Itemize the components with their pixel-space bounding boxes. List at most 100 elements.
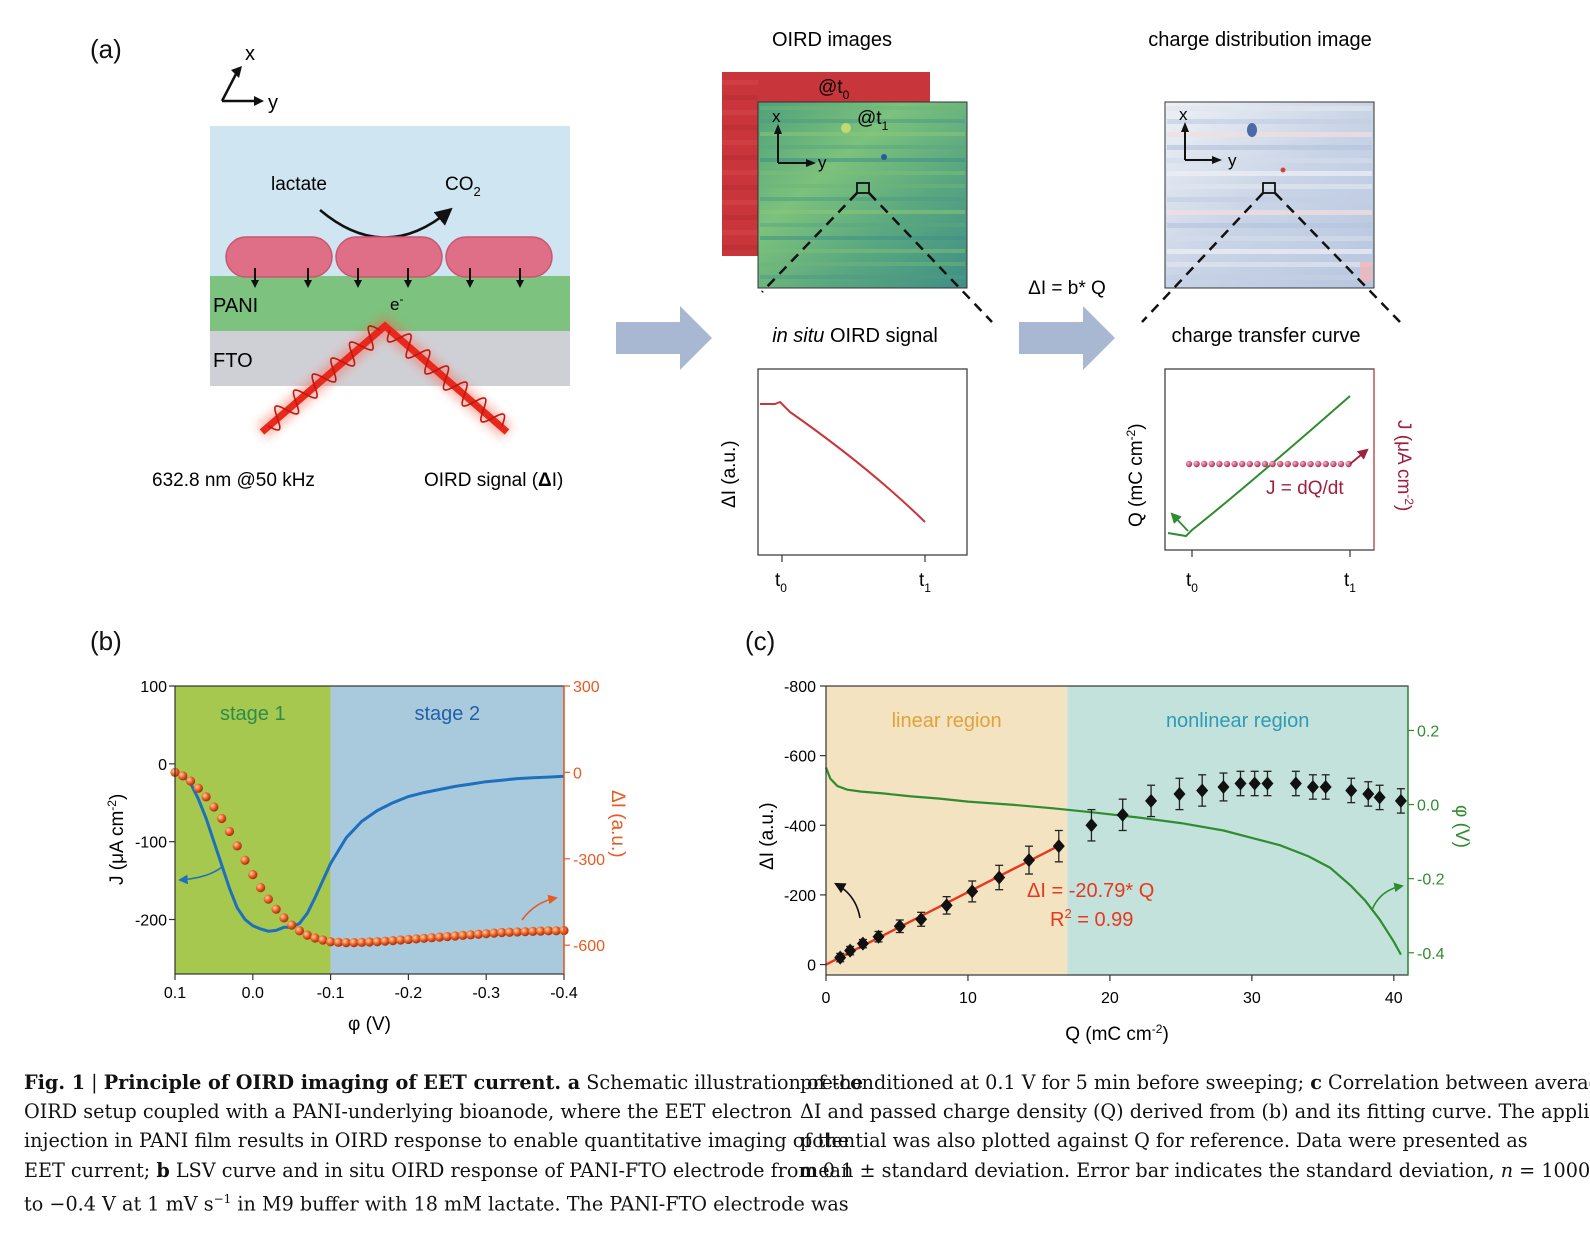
axis-x-label: x xyxy=(245,43,255,65)
caption-line: mean ± standard deviation. Error bar ind… xyxy=(800,1156,1590,1185)
caption-fragment: injection in PANI film results in OIRD r… xyxy=(24,1129,849,1153)
green-stripe-13 xyxy=(760,275,965,279)
chart-c-xlabel-sup: -2 xyxy=(1152,1022,1163,1036)
co2-label: CO2 xyxy=(445,174,481,199)
chart-c-ytick-label: -400 xyxy=(784,818,816,835)
chart-c-y2tick-label: -0.2 xyxy=(1417,872,1445,889)
series-di-point xyxy=(504,927,515,937)
series-di-point xyxy=(473,929,484,939)
charge-axis-x-label: x xyxy=(1179,105,1188,124)
fit-r2-text: R xyxy=(1050,909,1064,931)
ct-j-dot-14 xyxy=(1292,460,1299,468)
green-stripe-4 xyxy=(760,158,965,162)
series-di-point xyxy=(201,792,211,802)
data-point xyxy=(993,870,1006,885)
green-stripe-5 xyxy=(760,171,965,175)
ct-j-dot-10 xyxy=(1261,460,1269,468)
ct-plot-frame xyxy=(1164,368,1375,551)
series-di-point xyxy=(434,932,445,942)
red-stripe-3 xyxy=(722,125,758,130)
data-point xyxy=(1145,793,1158,808)
data-point xyxy=(1319,779,1332,794)
chart-c-xlabel-text: Q (mC cm xyxy=(1065,1024,1152,1045)
ct-ylabel-left-text: Q (mC cm xyxy=(1126,440,1147,527)
laser-beams xyxy=(256,315,513,439)
oird-image-t0-texture xyxy=(722,80,758,250)
red-stripe-11 xyxy=(722,245,758,250)
chart-c-ytick-label: -600 xyxy=(784,749,816,766)
green-stripe-1 xyxy=(760,119,965,123)
series-di-point xyxy=(497,927,507,938)
ct-j-dot-18 xyxy=(1322,460,1330,468)
electron-text: e xyxy=(390,295,399,314)
series-di-point xyxy=(442,931,452,942)
green-stripe-0 xyxy=(760,106,965,110)
chart-c-y2label: φ (V) xyxy=(1451,805,1472,848)
series-di-point xyxy=(427,933,437,943)
data-point xyxy=(1217,779,1230,794)
chart-c-y2tick-label: 0.2 xyxy=(1417,723,1439,740)
insitu-ylabel: ΔI (a.u.) xyxy=(719,440,740,508)
series-di-point xyxy=(380,936,390,946)
ct-j-dot-17 xyxy=(1315,460,1322,468)
blue-stripe-6 xyxy=(1167,184,1372,189)
nonlinear-region-label: nonlinear region xyxy=(1166,710,1309,732)
t0-label-sub: 0 xyxy=(843,88,850,102)
axis-y-label: y xyxy=(268,92,278,114)
caption-line: OIRD setup coupled with a PANI-underlyin… xyxy=(24,1097,792,1126)
series-di-point xyxy=(294,926,305,936)
ct-t0-sub: 0 xyxy=(1191,581,1198,595)
ct-ylabel-left-end: ) xyxy=(1126,423,1147,429)
green-dark-spot xyxy=(881,154,887,160)
red-corner xyxy=(1360,262,1372,282)
electron-arrows xyxy=(251,268,524,288)
caption-line: injection in PANI film results in OIRD r… xyxy=(24,1126,849,1155)
caption-fragment: −1 xyxy=(213,1191,232,1206)
data-point xyxy=(1394,793,1407,808)
series-di-point xyxy=(326,937,336,947)
insitu-t0-sub: 0 xyxy=(780,581,787,595)
series-di-point xyxy=(481,929,491,939)
red-stripe-7 xyxy=(722,185,758,190)
series-di-point xyxy=(248,870,258,880)
series-di-point xyxy=(279,913,289,923)
caption-line: EET current; b LSV curve and in situ OIR… xyxy=(24,1156,853,1185)
series-di-point xyxy=(458,930,468,941)
axis-x-arrowhead xyxy=(231,66,242,78)
caption-fragment: LSV curve and in situ OIRD response of P… xyxy=(169,1158,854,1182)
data-point xyxy=(966,884,979,899)
ct-j-dot-8 xyxy=(1246,460,1254,468)
panel-b-chart: (b) stage 1 stage 2 0.1 0.0 -0.1 -0.2 -0.3 -0.4… xyxy=(90,626,628,1035)
caption-fragment: pre-conditioned at 0.1 V for 5 min befor… xyxy=(800,1071,1311,1094)
blue-dark-spot xyxy=(1247,123,1257,137)
data-point xyxy=(1289,776,1302,791)
ct-j-dot-3 xyxy=(1208,460,1216,468)
ct-ylabel-right-text: J (μA cm xyxy=(1393,420,1414,494)
chart-c-xlabel-end: ) xyxy=(1162,1024,1168,1045)
chart-b-ytick-label: 0 xyxy=(158,757,167,774)
caption-fragment: | xyxy=(85,1071,104,1094)
ct-j-dot-6 xyxy=(1231,460,1238,468)
series-di-point xyxy=(372,937,382,947)
chart-b-xtick-label: 0.1 xyxy=(164,985,186,1002)
blue-stripe-11 xyxy=(1167,249,1372,254)
chart-b-y2tick-label: 0 xyxy=(573,765,582,782)
data-point xyxy=(872,929,885,944)
img-axis-x-head xyxy=(774,124,782,134)
blue-stripe-10 xyxy=(1167,236,1372,241)
fit-r2-sup: 2 xyxy=(1064,906,1071,921)
charge-image-texture xyxy=(1167,106,1372,282)
insitu-title: in situ OIRD signal xyxy=(772,325,938,347)
caption-fragment: Principle of OIRD imaging of EET current… xyxy=(103,1071,581,1094)
data-point xyxy=(1362,786,1375,801)
chart-b-xtick-label: -0.2 xyxy=(395,985,423,1002)
oird-image-t1 xyxy=(757,101,968,289)
chart-b-xtick-label: -0.4 xyxy=(550,985,578,1002)
ct-title: charge transfer curve xyxy=(1172,325,1361,347)
red-stripe-5 xyxy=(722,155,758,160)
stage-2-region xyxy=(330,686,564,974)
ct-j-dot-12 xyxy=(1277,460,1284,468)
electron-label: e- xyxy=(390,292,403,314)
t1-label-sub: 1 xyxy=(882,119,889,133)
insitu-plot-frame xyxy=(757,368,968,556)
